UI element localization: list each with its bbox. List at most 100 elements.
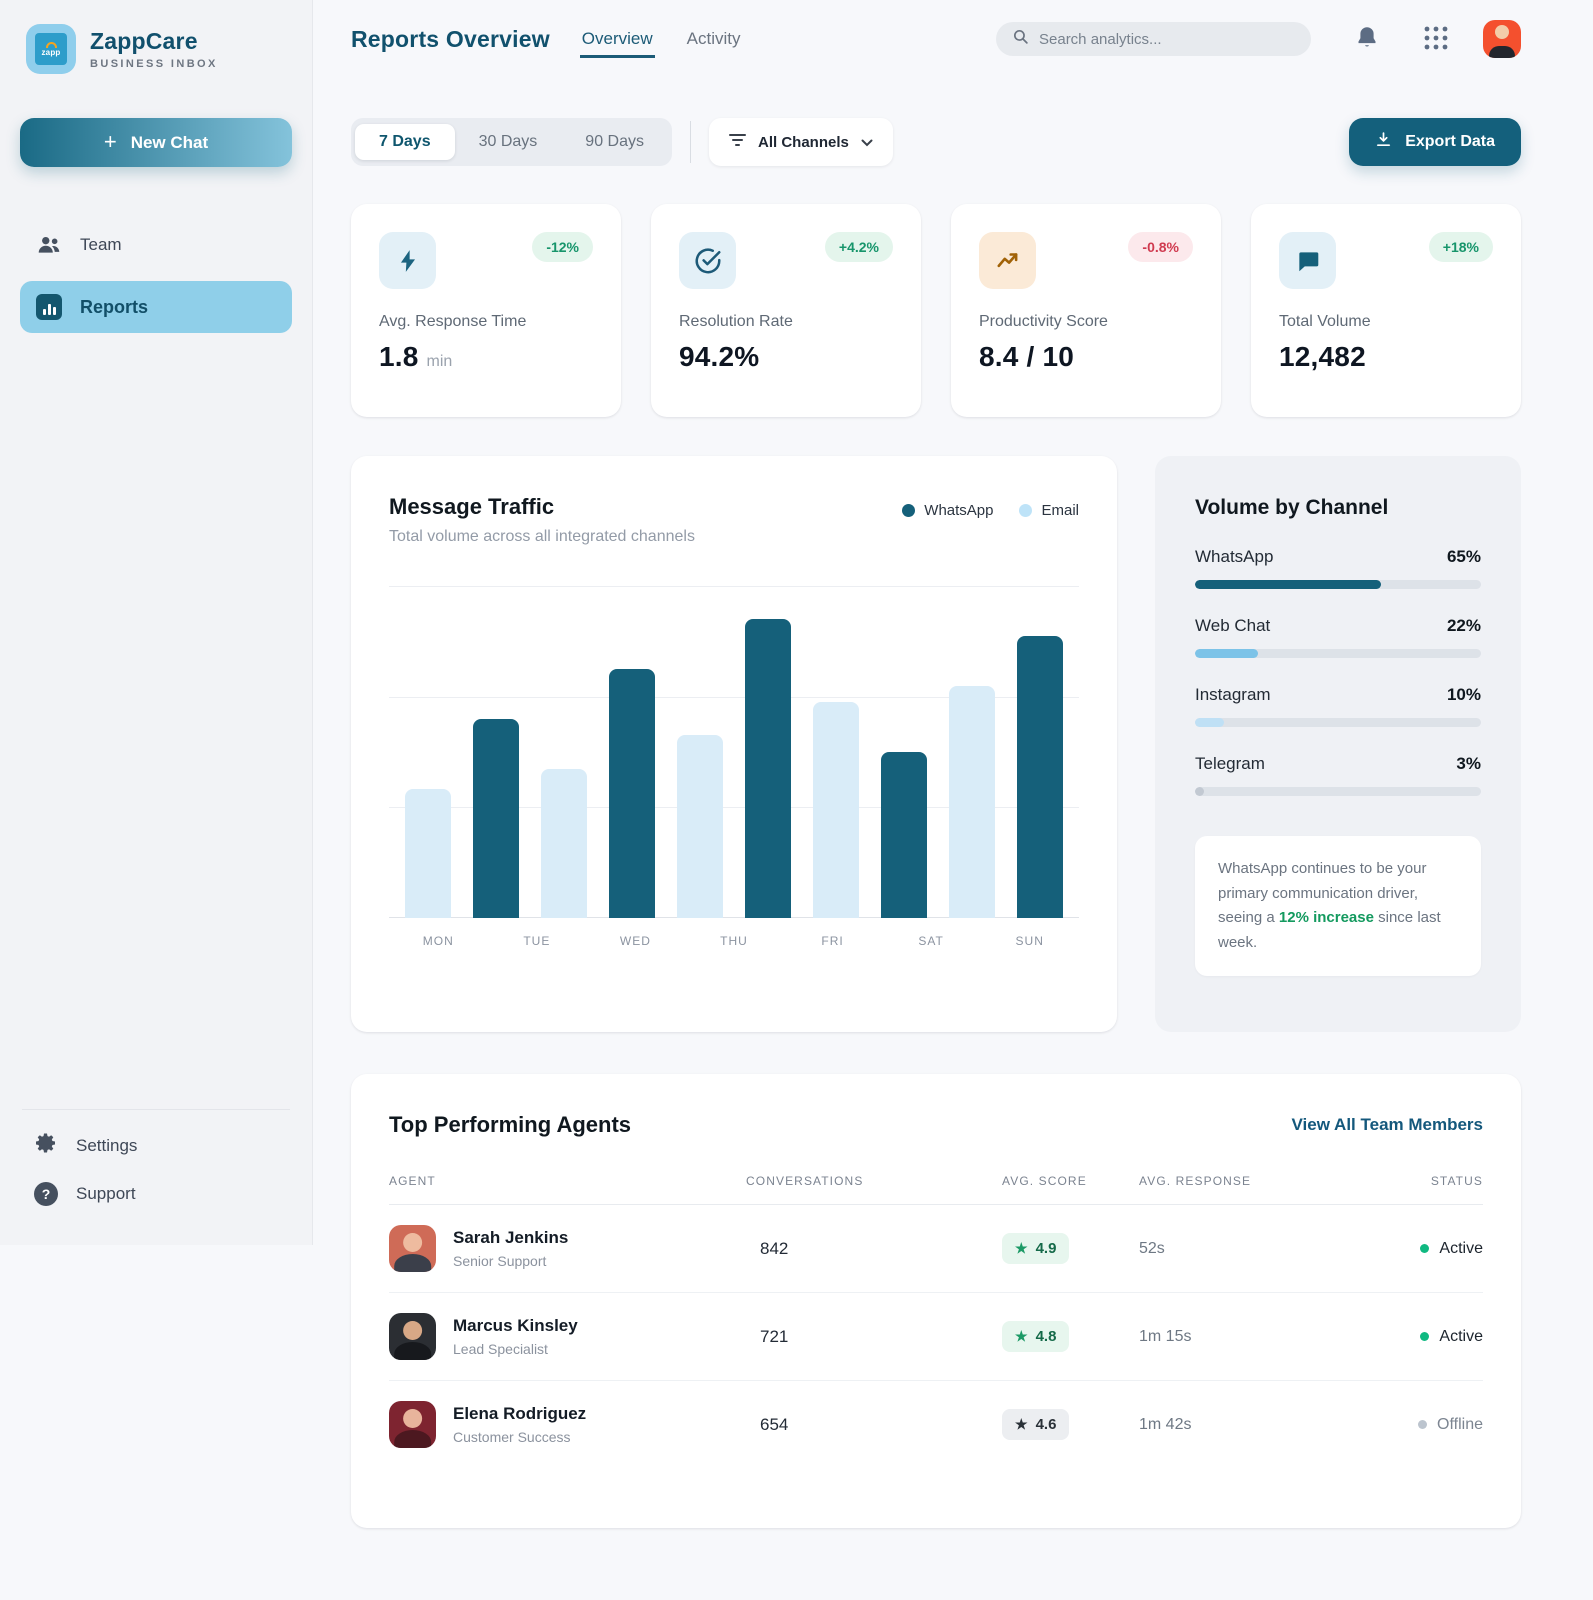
channel-row-instagram: Instagram 10% bbox=[1195, 685, 1481, 727]
sidebar-item-reports[interactable]: Reports bbox=[20, 281, 292, 333]
range-30-days[interactable]: 30 Days bbox=[455, 124, 562, 160]
range-7-days[interactable]: 7 Days bbox=[355, 124, 455, 160]
agent-name: Elena Rodriguez bbox=[453, 1404, 587, 1423]
channel-percent: 3% bbox=[1456, 754, 1481, 773]
sidebar-divider bbox=[22, 1109, 290, 1110]
legend-label: WhatsApp bbox=[924, 502, 994, 519]
stat-unit: min bbox=[426, 353, 453, 370]
message-traffic-card: Message Traffic Total volume across all … bbox=[351, 456, 1117, 1032]
channel-row-webchat: Web Chat 22% bbox=[1195, 616, 1481, 658]
stat-label: Resolution Rate bbox=[679, 313, 793, 330]
apps-grid-button[interactable] bbox=[1423, 25, 1449, 54]
stat-value: 94.2% bbox=[679, 341, 760, 372]
status-badge: Active bbox=[1420, 1328, 1483, 1346]
app-logo-inner: zapp bbox=[35, 33, 67, 65]
insight-highlight: 12% increase bbox=[1278, 909, 1374, 927]
sidebar-item-support[interactable]: ? Support bbox=[20, 1171, 292, 1217]
volume-panel-title: Volume by Channel bbox=[1195, 496, 1389, 519]
check-circle-icon bbox=[679, 232, 736, 289]
channel-percent: 10% bbox=[1446, 685, 1481, 704]
delta-badge: -12% bbox=[532, 232, 593, 262]
bar-whatsapp bbox=[609, 669, 655, 918]
stat-card-response-time: -12% Avg. Response Time 1.8 min bbox=[351, 204, 621, 417]
stat-card-total-volume: +18% Total Volume 12,482 bbox=[1251, 204, 1521, 417]
date-range-segmented-control: 7 Days 30 Days 90 Days bbox=[351, 118, 672, 166]
x-axis-label: THU bbox=[720, 934, 748, 948]
legend-item-whatsapp: WhatsApp bbox=[902, 502, 993, 519]
stat-label: Avg. Response Time bbox=[379, 313, 527, 330]
toolbar-divider bbox=[690, 121, 691, 163]
notifications-button[interactable] bbox=[1355, 25, 1379, 54]
range-90-days[interactable]: 90 Days bbox=[561, 124, 668, 160]
header-tabs: Overview Activity bbox=[579, 21, 743, 58]
main-content: Reports Overview Overview Activity bbox=[313, 0, 1593, 1600]
chart-legend: WhatsApp Email bbox=[902, 502, 1079, 519]
sidebar-item-label: Reports bbox=[80, 296, 149, 317]
team-icon bbox=[36, 232, 62, 258]
sidebar-item-settings[interactable]: Settings bbox=[20, 1120, 292, 1171]
column-agent: AGENT bbox=[389, 1174, 436, 1188]
gear-icon bbox=[34, 1131, 58, 1160]
bar-email bbox=[677, 735, 723, 918]
sidebar-item-label: Settings bbox=[76, 1135, 138, 1155]
charts-row: Message Traffic Total volume across all … bbox=[351, 456, 1521, 1032]
progress-track bbox=[1195, 649, 1481, 658]
status-label: Active bbox=[1439, 1327, 1483, 1345]
export-data-button[interactable]: Export Data bbox=[1349, 118, 1521, 166]
download-icon bbox=[1375, 131, 1392, 153]
chevron-down-icon bbox=[861, 134, 873, 151]
legend-dot-whatsapp bbox=[902, 504, 916, 517]
app-name: ZappCare bbox=[90, 28, 198, 54]
new-chat-button[interactable]: + New Chat bbox=[20, 118, 292, 167]
agent-name: Marcus Kinsley bbox=[453, 1316, 578, 1335]
channel-filter-dropdown[interactable]: All Channels bbox=[709, 118, 893, 166]
star-icon: ★ bbox=[1015, 1240, 1028, 1256]
status-dot bbox=[1420, 1332, 1430, 1341]
column-avg-response: AVG. RESPONSE bbox=[1139, 1174, 1252, 1188]
status-badge: Active bbox=[1420, 1240, 1483, 1258]
star-icon: ★ bbox=[1015, 1416, 1028, 1432]
chat-bubble-icon bbox=[1279, 232, 1336, 289]
channel-name: WhatsApp bbox=[1195, 547, 1274, 566]
brand: zapp ZappCare BUSINESS INBOX bbox=[20, 24, 292, 74]
agent-name: Sarah Jenkins bbox=[453, 1228, 569, 1247]
stat-card-resolution-rate: +4.2% Resolution Rate 94.2% bbox=[651, 204, 921, 417]
sidebar-footer: Settings ? Support bbox=[20, 1109, 292, 1217]
top-agents-card: Top Performing Agents View All Team Memb… bbox=[351, 1074, 1521, 1528]
agents-title: Top Performing Agents bbox=[389, 1112, 631, 1137]
tab-activity[interactable]: Activity bbox=[686, 28, 741, 48]
sidebar: zapp ZappCare BUSINESS INBOX + New Chat bbox=[0, 0, 313, 1245]
status-dot bbox=[1418, 1420, 1428, 1429]
status-label: Active bbox=[1439, 1239, 1483, 1257]
conversations-value: 654 bbox=[760, 1414, 789, 1434]
stat-card-productivity: -0.8% Productivity Score 8.4 / 10 bbox=[951, 204, 1221, 417]
score-value: 4.9 bbox=[1035, 1240, 1057, 1257]
score-value: 4.8 bbox=[1035, 1328, 1057, 1345]
table-row: Sarah Jenkins Senior Support 842 ★ 4.9 5… bbox=[389, 1205, 1483, 1293]
bar-email bbox=[813, 702, 859, 918]
table-header: AGENT CONVERSATIONS AVG. SCORE AVG. RESP… bbox=[389, 1174, 1483, 1205]
export-label: Export Data bbox=[1405, 133, 1495, 150]
conversations-value: 721 bbox=[760, 1326, 789, 1346]
sidebar-item-team[interactable]: Team bbox=[20, 219, 292, 271]
progress-fill bbox=[1195, 649, 1258, 658]
avatar bbox=[389, 1313, 436, 1360]
channel-percent: 22% bbox=[1446, 616, 1481, 635]
tab-overview[interactable]: Overview bbox=[579, 21, 655, 58]
sidebar-item-label: Team bbox=[80, 235, 122, 254]
search-input[interactable] bbox=[1039, 30, 1295, 48]
column-conversations: CONVERSATIONS bbox=[746, 1174, 864, 1188]
x-axis-line bbox=[389, 917, 1079, 918]
star-icon: ★ bbox=[1015, 1328, 1028, 1344]
user-avatar[interactable] bbox=[1483, 20, 1521, 58]
table-row: Marcus Kinsley Lead Specialist 721 ★ 4.8… bbox=[389, 1293, 1483, 1381]
channel-percent: 65% bbox=[1446, 547, 1481, 566]
channel-name: Instagram bbox=[1195, 685, 1271, 704]
view-all-link[interactable]: View All Team Members bbox=[1291, 1115, 1483, 1134]
bar-chart-bars bbox=[405, 586, 1063, 918]
delta-badge: +4.2% bbox=[824, 232, 893, 262]
channel-row-whatsapp: WhatsApp 65% bbox=[1195, 547, 1481, 589]
bar-whatsapp bbox=[881, 752, 927, 918]
logo-word: zapp bbox=[41, 47, 61, 57]
bar-email bbox=[949, 685, 995, 918]
